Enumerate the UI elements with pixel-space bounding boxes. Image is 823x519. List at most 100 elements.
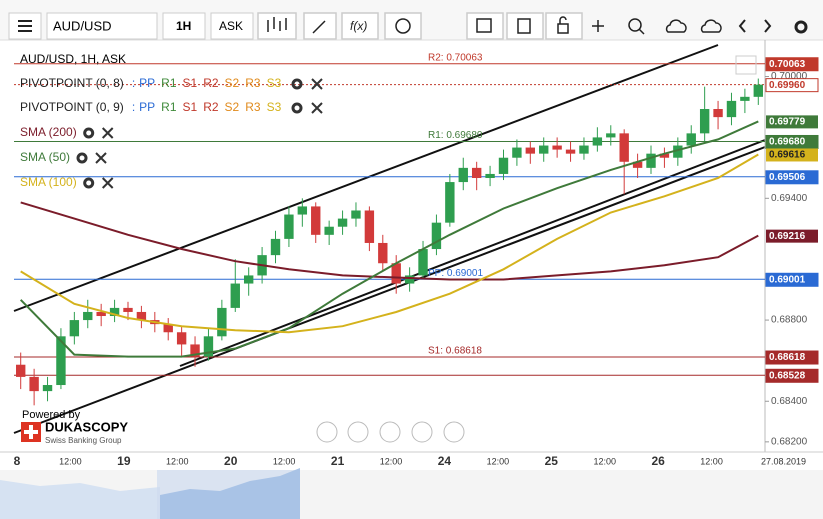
sma-badge <box>766 115 818 129</box>
candle-body <box>552 145 562 150</box>
candle-body <box>123 307 133 312</box>
candle-body <box>29 376 39 392</box>
settings-button[interactable] <box>83 177 95 189</box>
candle-body <box>311 206 321 235</box>
sma-legend: SMA (200) <box>20 125 77 139</box>
x-tick-label: 19 <box>117 454 131 468</box>
price-badge <box>765 272 819 287</box>
price-badge-label: 0.69001 <box>769 274 806 285</box>
candle-body <box>190 344 200 357</box>
y-tick-label: 0.68400 <box>771 396 808 407</box>
pivot-item: R3 <box>245 100 261 114</box>
candle-body <box>431 222 442 250</box>
period-box[interactable] <box>162 12 206 40</box>
side[interactable]: ASK <box>219 19 243 33</box>
candle-body <box>69 320 80 337</box>
brand-name: DUKASCOPY <box>45 419 128 434</box>
candle-body <box>539 145 549 154</box>
candle-body <box>109 307 120 317</box>
candle-body <box>458 167 468 183</box>
pivot-name: PIVOTPOINT (0, 8) <box>20 76 124 90</box>
candle-body <box>391 263 401 284</box>
pivot-item: R2 <box>203 100 219 114</box>
candle-body <box>565 149 576 154</box>
candle-body <box>686 133 696 146</box>
pivot-item: S3 <box>267 76 282 90</box>
pivot-item: S1 <box>183 100 198 114</box>
candle-body <box>713 109 723 118</box>
level-label: PP: 0.69001 <box>428 268 483 279</box>
close-button[interactable] <box>95 152 107 164</box>
pivot-prefix: : <box>132 100 135 114</box>
level-label: R1: 0.69680 <box>428 130 483 141</box>
x-tick-label: 12:00 <box>380 456 403 466</box>
navigator-series <box>160 468 300 519</box>
candle-body <box>740 96 750 101</box>
x-tick-label: 25 <box>545 454 559 468</box>
candle-body <box>176 332 187 345</box>
candle-body <box>230 283 240 308</box>
x-tick-label: 12:00 <box>593 456 616 466</box>
x-tick-label: 27.08.2019 <box>761 456 806 466</box>
tool-icons[interactable]: f(x) <box>257 12 808 40</box>
settings-button[interactable] <box>76 152 88 164</box>
settings-button[interactable] <box>83 127 95 139</box>
sma-badge-label: 0.69216 <box>769 231 806 242</box>
close-button[interactable] <box>311 102 323 114</box>
pivot-legend: PIVOTPOINT (0, 8): PP R1 S1 R2 S2 R3 S3 <box>20 76 282 90</box>
instrument[interactable]: AUD/USD <box>53 18 112 33</box>
sma-legend: SMA (100) <box>20 175 77 189</box>
candle-body <box>243 275 254 284</box>
settings-button[interactable] <box>291 78 303 90</box>
candle-body <box>96 311 106 317</box>
candle-body <box>726 100 737 118</box>
trend-channel <box>13 44 766 434</box>
candle-body <box>485 173 495 179</box>
expand-button[interactable] <box>735 55 757 75</box>
candle-body <box>83 311 93 321</box>
pivot-item: R1 <box>161 76 177 90</box>
candle-body <box>203 336 214 357</box>
sma-badge <box>766 148 818 162</box>
chart-title: AUD/USD, 1H, ASK <box>20 52 126 66</box>
close-button[interactable] <box>101 127 114 139</box>
pivot-item: R2 <box>203 76 219 90</box>
y-tick-label: 0.70000 <box>771 71 808 82</box>
price-badge-label: 0.69960 <box>769 80 806 91</box>
close-button[interactable] <box>101 177 114 189</box>
candle-body <box>471 167 482 179</box>
x-tick-label: 21 <box>331 454 345 468</box>
price-badge-label: 0.68528 <box>769 370 806 381</box>
close-button[interactable] <box>311 78 323 90</box>
y-tick-label: 0.68800 <box>771 315 808 326</box>
candle-body <box>16 364 26 377</box>
candle-body <box>525 147 536 154</box>
x-tick-label: 26 <box>651 454 665 468</box>
sma-line <box>20 201 759 281</box>
candle-body <box>673 145 683 158</box>
svg-text:f(x): f(x) <box>350 19 367 33</box>
pivot-item: S1 <box>183 76 198 90</box>
candle-body <box>284 214 294 239</box>
candle-body <box>297 206 308 215</box>
candle-body <box>699 109 710 134</box>
candle-body <box>324 226 334 235</box>
instrument-box[interactable] <box>46 12 158 40</box>
sma-badge <box>766 229 818 243</box>
x-tick-label: 12:00 <box>700 456 723 466</box>
pivot-item: S2 <box>225 76 240 90</box>
price-badge-label: 0.69506 <box>769 172 806 183</box>
menu-button[interactable] <box>8 12 42 40</box>
powered-by: Powered by <box>22 409 81 421</box>
candle-body <box>351 210 361 219</box>
price-badge <box>765 170 819 185</box>
scroll-controls[interactable] <box>316 421 465 443</box>
price-badge-label: 0.68618 <box>769 352 806 363</box>
settings-button[interactable] <box>291 102 303 114</box>
period[interactable]: 1H <box>176 19 191 33</box>
candle-body <box>646 153 656 168</box>
candle-body <box>217 307 227 337</box>
side-box[interactable] <box>210 12 254 40</box>
candle-body <box>56 336 66 386</box>
brand-tagline: Swiss Banking Group <box>45 436 122 445</box>
